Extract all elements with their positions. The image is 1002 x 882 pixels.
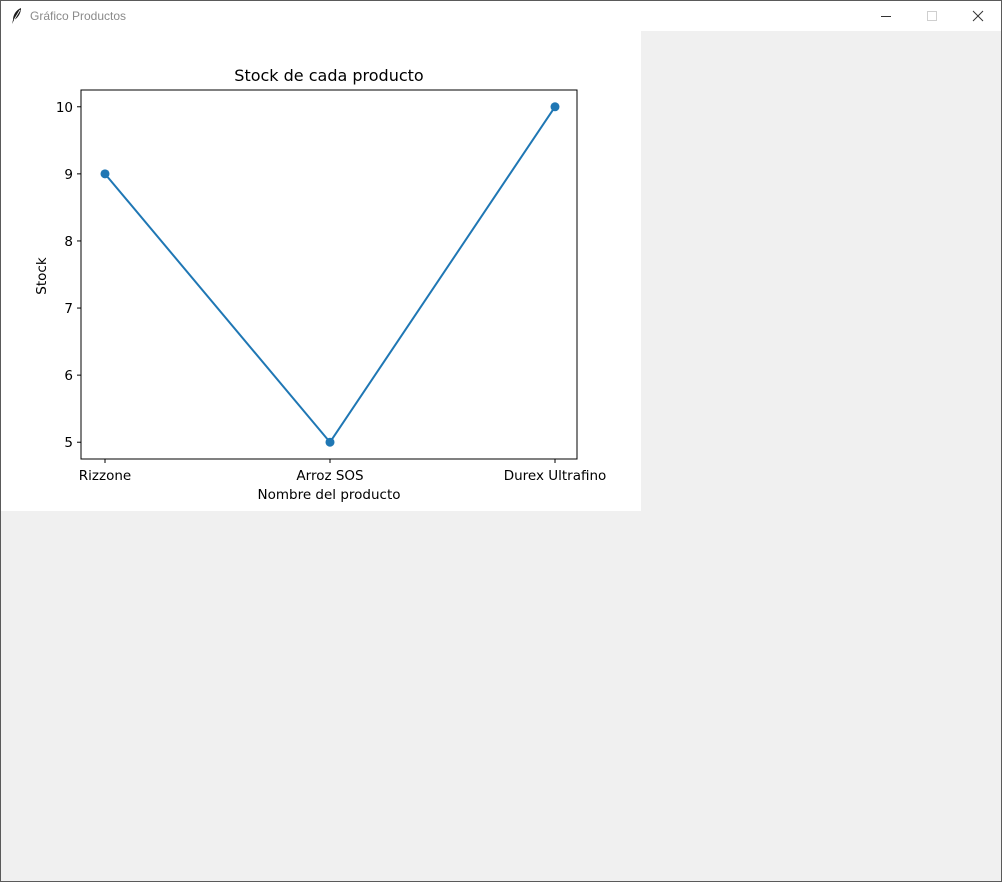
minimize-button[interactable] <box>863 1 909 31</box>
title-bar[interactable]: Gráfico Productos <box>1 1 1001 31</box>
maximize-button[interactable] <box>909 1 955 31</box>
data-point <box>550 102 560 112</box>
x-tick-label: Arroz SOS <box>296 468 363 484</box>
x-tick-label: Rizzone <box>79 468 131 484</box>
line-chart: Stock de cada producto 5 6 7 8 9 10 Rizzone Ar… <box>34 66 607 503</box>
maximize-icon <box>927 11 937 21</box>
y-tick-label: 5 <box>64 435 73 451</box>
data-point <box>100 169 110 179</box>
feather-icon <box>12 8 21 24</box>
y-axis-label: Stock <box>34 257 50 295</box>
plot-area <box>80 89 578 460</box>
close-icon <box>972 10 984 22</box>
y-tick-label: 9 <box>64 167 73 183</box>
y-tick-label: 7 <box>64 301 73 317</box>
y-tick-label: 8 <box>64 234 73 250</box>
chart-figure: Stock de cada producto 5 6 7 8 9 10 Rizzone Ar… <box>1 31 641 511</box>
chart-title: Stock de cada producto <box>234 66 423 85</box>
x-tick-label: Durex Ultrafino <box>504 468 607 484</box>
y-tick-label: 10 <box>56 100 73 116</box>
y-tick-label: 6 <box>64 368 73 384</box>
window-title: Gráfico Productos <box>30 9 127 23</box>
data-point <box>325 437 335 447</box>
series-line <box>104 106 556 444</box>
x-axis-label: Nombre del producto <box>257 487 400 503</box>
minimize-icon <box>881 16 891 17</box>
close-button[interactable] <box>955 1 1001 31</box>
